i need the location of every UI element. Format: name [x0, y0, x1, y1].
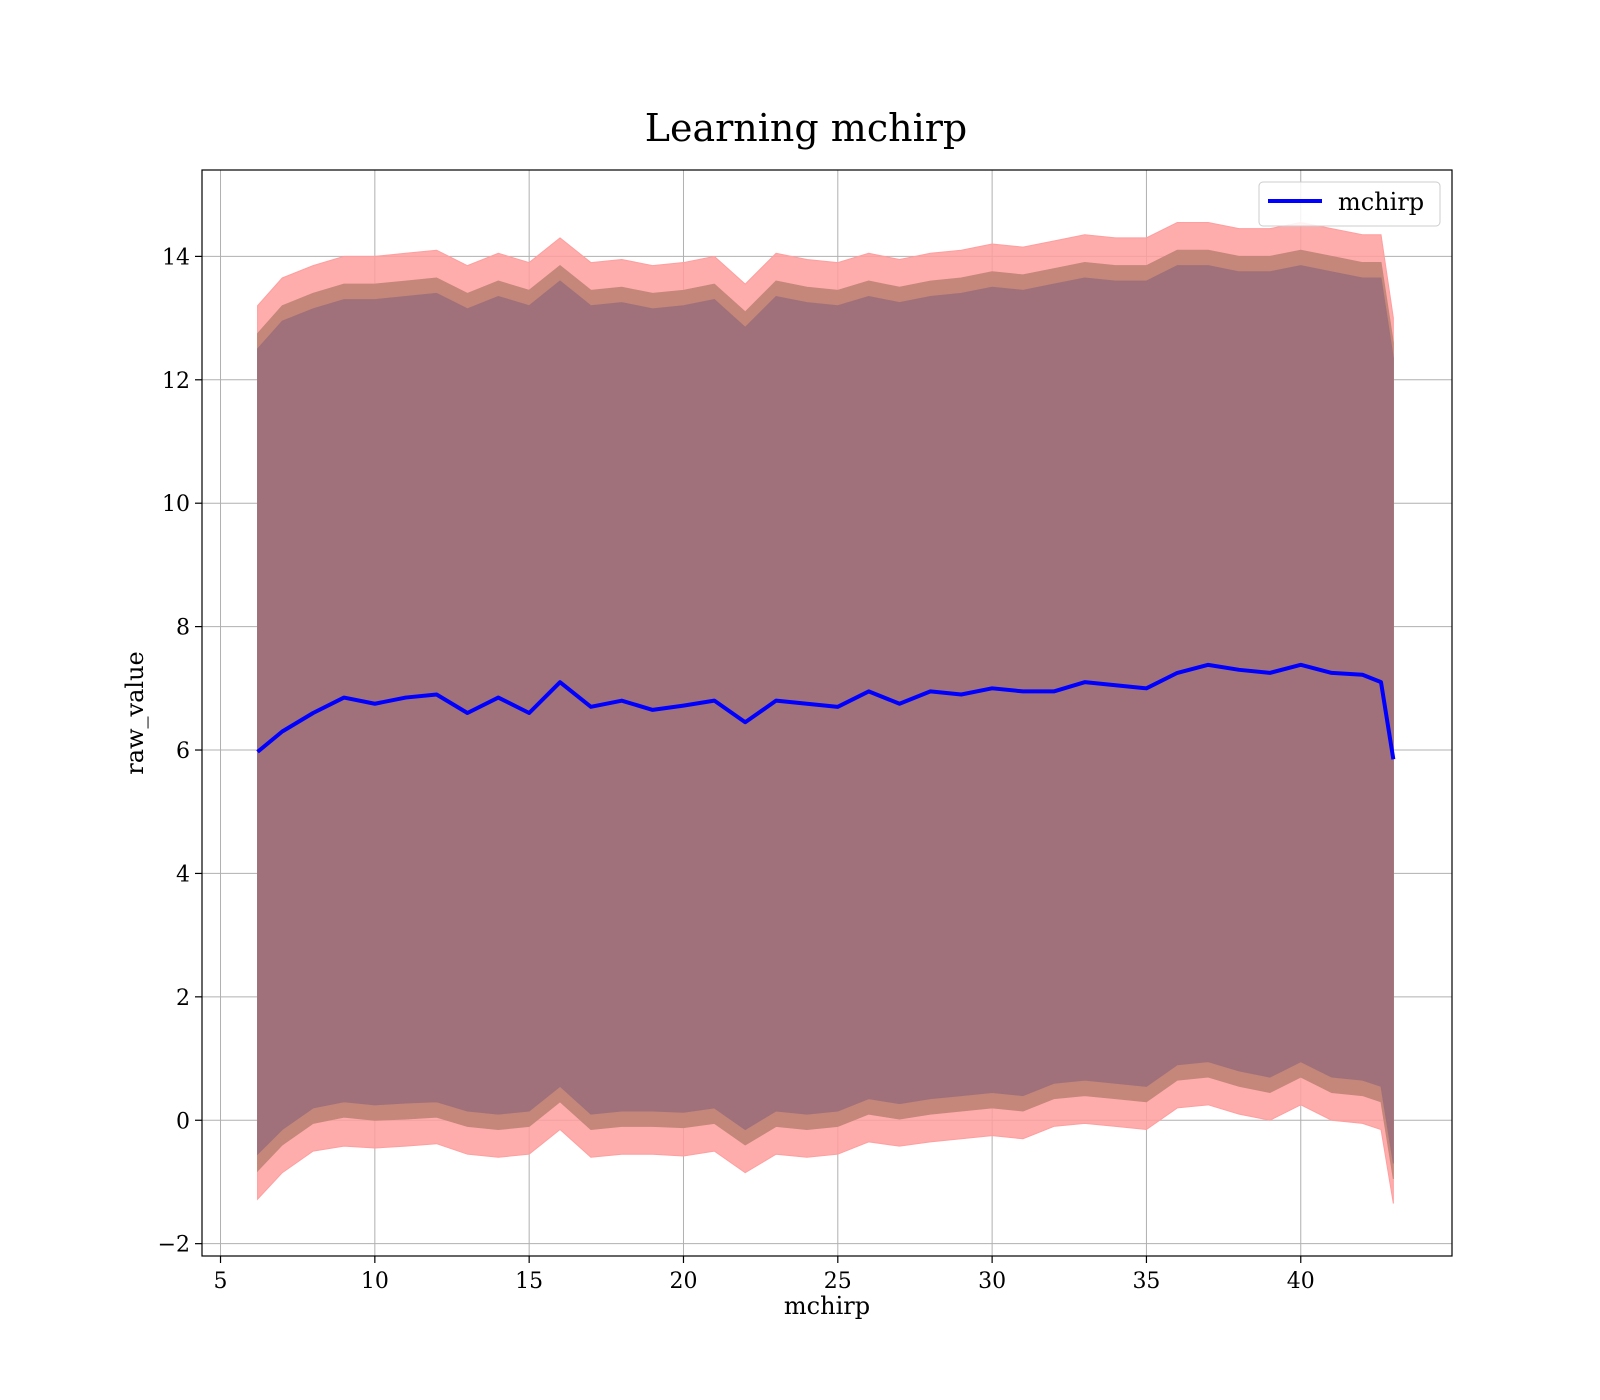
- confidence-bands: [257, 221, 1394, 1204]
- y-tick-label: 8: [176, 616, 190, 641]
- y-tick-label: 10: [162, 492, 190, 517]
- legend-label-mchirp: mchirp: [1338, 188, 1424, 216]
- y-tick-label: 14: [162, 245, 190, 270]
- x-tick-label: 10: [361, 1269, 389, 1294]
- y-tick-label: 6: [176, 739, 190, 764]
- legend-box: [1258, 181, 1441, 227]
- y-tick-label: 4: [176, 862, 190, 887]
- x-tick-label: 30: [978, 1269, 1006, 1294]
- x-tick-label: 25: [824, 1269, 852, 1294]
- x-tick-label: 35: [1132, 1269, 1160, 1294]
- inner-band: [257, 265, 1394, 1164]
- series-line-mchirp: [256, 662, 1396, 760]
- x-tick-label: 20: [669, 1269, 697, 1294]
- x-tick-label: 15: [515, 1269, 543, 1294]
- x-axis-label: mchirp: [784, 1292, 870, 1320]
- y-tick-label: 0: [176, 1109, 190, 1134]
- plot-frame: [201, 169, 1453, 1257]
- chart-title: Learning mchirp: [645, 106, 967, 150]
- axis-ticks: 5 10 15 20 25 30 35 40 −2 0 2 4 6 8 10 12 14: [158, 245, 1315, 1294]
- y-axis-label: raw_value: [121, 651, 149, 775]
- y-tick-label: 12: [162, 369, 190, 394]
- mean-line-layer: [256, 662, 1396, 760]
- legend: mchirp: [1258, 181, 1441, 227]
- x-tick-label: 5: [214, 1269, 228, 1294]
- y-tick-label: −2: [158, 1233, 190, 1258]
- x-tick-label: 40: [1287, 1269, 1315, 1294]
- y-tick-label: 2: [176, 986, 190, 1011]
